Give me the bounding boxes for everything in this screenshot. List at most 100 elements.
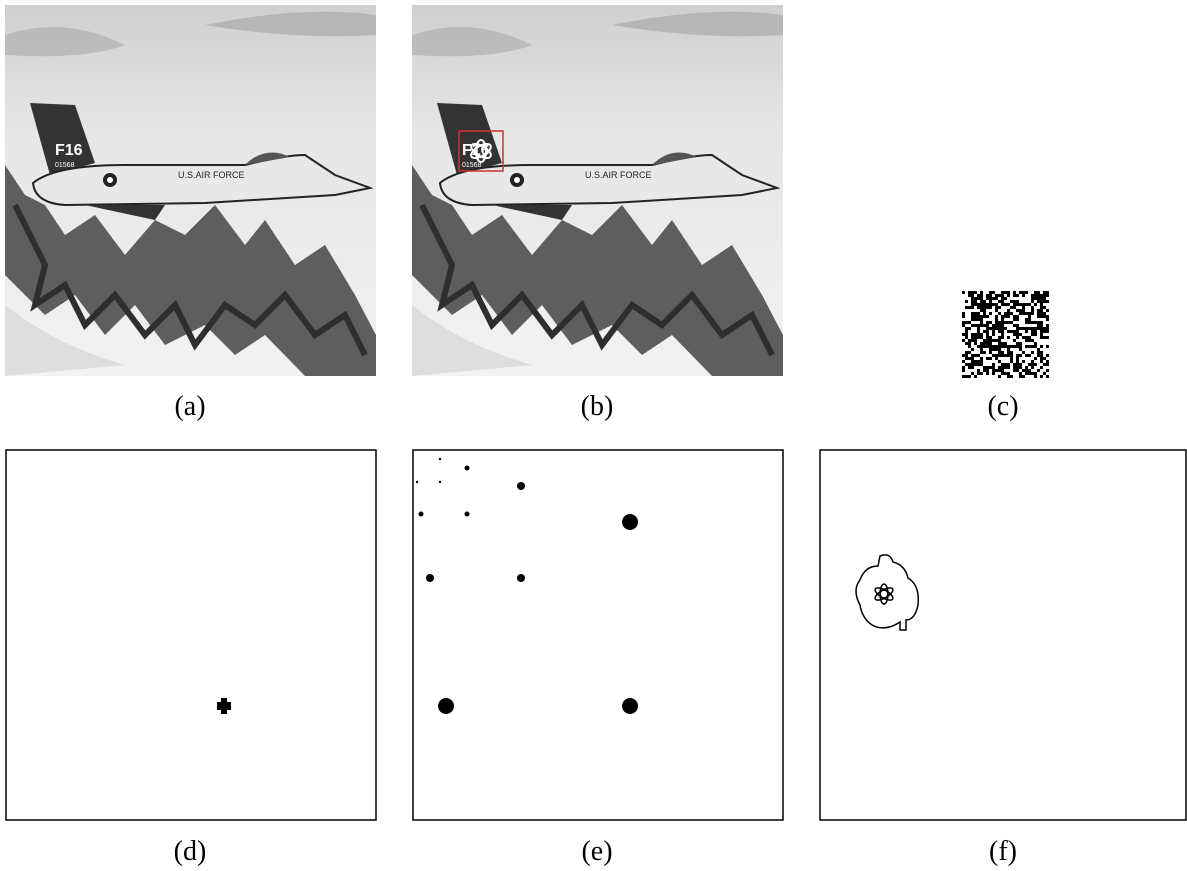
shape	[983, 351, 986, 354]
shape	[1007, 354, 1010, 357]
shape	[1007, 351, 1010, 354]
shape	[974, 300, 977, 303]
shape	[622, 514, 638, 530]
shape	[986, 303, 989, 306]
shape	[1004, 366, 1007, 369]
shape	[989, 294, 992, 297]
shape	[974, 342, 977, 345]
shape	[977, 345, 980, 348]
shape	[1013, 339, 1016, 342]
shape	[980, 300, 983, 303]
shape	[1001, 315, 1004, 318]
shape	[1031, 363, 1034, 366]
shape	[1037, 351, 1040, 354]
shape	[998, 375, 1001, 378]
shape	[1037, 369, 1040, 372]
shape	[989, 348, 992, 351]
shape	[995, 327, 998, 330]
shape	[1034, 375, 1037, 378]
shape	[962, 360, 965, 363]
shape	[1043, 300, 1046, 303]
shape	[998, 306, 1001, 309]
shape	[989, 339, 992, 342]
shape	[974, 303, 977, 306]
shape	[977, 372, 980, 375]
shape	[1019, 333, 1022, 336]
shape	[971, 339, 974, 342]
shape	[1040, 306, 1043, 309]
shape	[995, 321, 998, 324]
shape	[1004, 354, 1007, 357]
shape	[998, 321, 1001, 324]
shape	[1025, 327, 1028, 330]
shape	[968, 327, 971, 330]
shape	[986, 372, 989, 375]
shape	[1034, 333, 1037, 336]
noise-patch	[962, 291, 1049, 378]
shape	[1013, 363, 1016, 366]
shape	[1037, 348, 1040, 351]
shape	[1010, 306, 1013, 309]
shape	[1001, 363, 1004, 366]
shape	[1040, 375, 1043, 378]
shape	[1040, 297, 1043, 300]
shape	[1034, 342, 1037, 345]
shape	[974, 336, 977, 339]
shape	[1010, 300, 1013, 303]
shape	[980, 297, 983, 300]
shape	[1028, 315, 1031, 318]
shape	[1031, 300, 1034, 303]
shape	[971, 291, 974, 294]
shape	[992, 297, 995, 300]
shape	[1040, 366, 1043, 369]
shape	[1043, 291, 1046, 294]
shape	[983, 315, 986, 318]
shape	[1016, 315, 1019, 318]
shape	[998, 327, 1001, 330]
shape	[992, 369, 995, 372]
shape	[1007, 321, 1010, 324]
shape	[1037, 312, 1040, 315]
shape	[1001, 318, 1004, 321]
shape	[1028, 369, 1031, 372]
shape	[439, 481, 441, 483]
shape	[1019, 309, 1022, 312]
shape	[439, 458, 441, 460]
image-text: F16	[55, 142, 83, 159]
shape	[971, 324, 974, 327]
shape	[1037, 315, 1040, 318]
caption: (c)	[987, 391, 1018, 422]
shape	[1025, 354, 1028, 357]
shape	[998, 345, 1001, 348]
shape	[995, 309, 998, 312]
shape	[1007, 348, 1010, 351]
shape	[962, 312, 965, 315]
shape	[1034, 330, 1037, 333]
shape	[1004, 297, 1007, 300]
shape	[986, 327, 989, 330]
shape	[995, 315, 998, 318]
shape	[1028, 345, 1031, 348]
shape	[1025, 339, 1028, 342]
shape	[977, 306, 980, 309]
shape	[1019, 354, 1022, 357]
image-text: U.S.AIR FORCE	[585, 170, 652, 180]
shape	[980, 357, 983, 360]
shape	[1007, 372, 1010, 375]
shape	[1013, 291, 1016, 294]
image-text: U.S.AIR FORCE	[178, 170, 245, 180]
figure: F16 01568 U.S.AIR FORCE (a) F16 01568 U.…	[0, 0, 1187, 871]
shape	[1037, 300, 1040, 303]
shape	[1034, 327, 1037, 330]
shape	[1046, 294, 1049, 297]
shape	[1028, 321, 1031, 324]
shape	[971, 354, 974, 357]
shape	[980, 336, 983, 339]
shape	[962, 354, 965, 357]
shape	[1016, 294, 1019, 297]
shape	[983, 303, 986, 306]
shape	[974, 318, 977, 321]
shape	[977, 324, 980, 327]
caption: (d)	[174, 836, 207, 867]
shape	[998, 330, 1001, 333]
